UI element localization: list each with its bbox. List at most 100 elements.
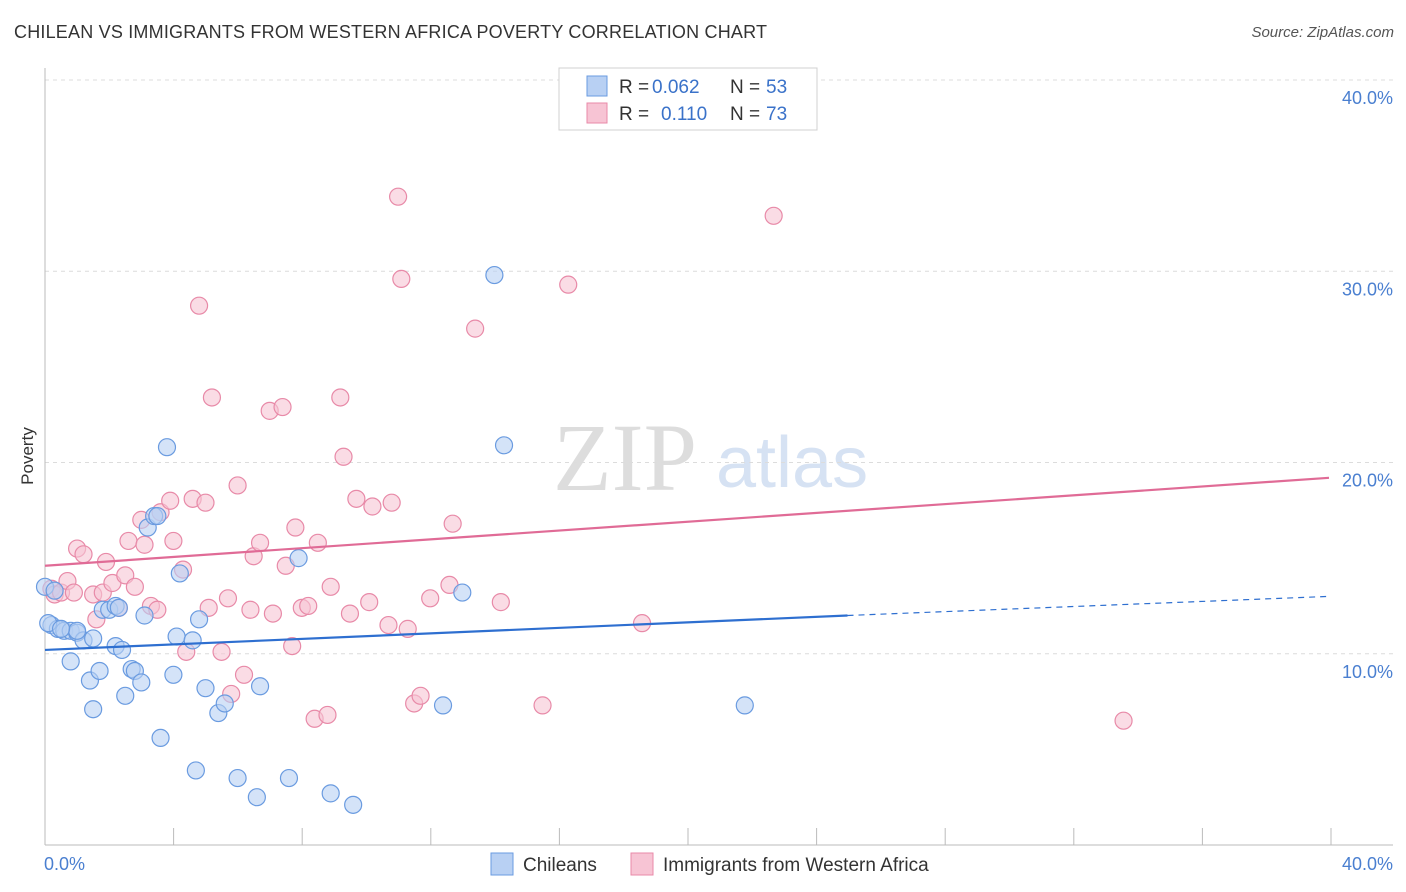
- scatter-point: [559, 275, 578, 294]
- scatter-point: [494, 436, 514, 455]
- scatter-point: [161, 491, 180, 510]
- trend-line-extrapolated: [847, 595, 1330, 617]
- scatter-point: [183, 631, 202, 650]
- scatter-point: [164, 665, 183, 684]
- scatter-point: [109, 598, 128, 617]
- grid-lines: [45, 79, 1393, 655]
- trend-line: [44, 476, 1330, 567]
- scatter-point: [119, 531, 138, 551]
- scatter-point: [51, 619, 71, 638]
- scatter-point: [321, 784, 340, 803]
- scatter-points: [35, 187, 1133, 814]
- legend-r-value-2: 0.110: [661, 104, 707, 125]
- scatter-point: [344, 795, 363, 814]
- scatter-point: [90, 661, 109, 681]
- scatter-point: [347, 489, 366, 508]
- scatter-point: [247, 788, 266, 807]
- trend-line: [44, 614, 848, 652]
- scatter-point: [443, 514, 462, 533]
- scatter-point: [202, 388, 222, 407]
- scatter-point: [279, 768, 299, 788]
- correlation-legend: R = 0.062 N = 53 R = 0.110 N = 73: [558, 67, 818, 131]
- scatter-point: [283, 636, 302, 656]
- scatter-point: [263, 604, 283, 623]
- scatter-point: [273, 397, 292, 417]
- scatter-point: [212, 642, 231, 661]
- scatter-point: [453, 583, 472, 602]
- scatter-point: [189, 296, 209, 315]
- scatter-point: [186, 761, 205, 780]
- legend-n-value-2: 73: [766, 104, 787, 125]
- legend-r-value-1: 0.062: [652, 77, 700, 98]
- legend-r-label-1: R =: [619, 77, 649, 98]
- legend-n-label-2: N =: [730, 104, 760, 125]
- scatter-point: [135, 606, 154, 625]
- series-legend: Chileans Immigrants from Western Africa: [490, 852, 929, 876]
- y-tick-label: 30.0%: [1342, 279, 1393, 299]
- scatter-point: [167, 627, 186, 646]
- scatter-point: [340, 604, 360, 623]
- legend-swatch-chileans: [586, 75, 608, 97]
- x-tick-label-max: 40.0%: [1342, 854, 1393, 874]
- scatter-point: [157, 438, 177, 457]
- scatter-point: [321, 577, 340, 596]
- scatter-point: [241, 600, 260, 619]
- scatter-point: [764, 206, 783, 225]
- scatter-point: [196, 493, 215, 512]
- scatter-point: [392, 269, 411, 288]
- scatter-point: [299, 596, 318, 616]
- scatter-point: [170, 564, 189, 583]
- scatter-point: [360, 593, 379, 612]
- scatter-point: [286, 518, 305, 537]
- scatter-point: [289, 549, 308, 568]
- scatter-point: [84, 700, 103, 719]
- scatter-point: [116, 686, 135, 705]
- legend-swatch-chileans-bottom: [490, 852, 514, 876]
- scatter-point: [533, 696, 552, 715]
- scatter-point: [433, 696, 453, 715]
- scatter-point: [735, 696, 754, 715]
- scatter-point: [189, 610, 209, 629]
- scatter-point: [234, 665, 254, 684]
- scatter-point: [228, 768, 247, 788]
- y-axis-label: Poverty: [18, 427, 37, 485]
- watermark-zip: ZIP: [553, 404, 697, 511]
- scatter-point: [318, 705, 337, 725]
- scatter-point: [308, 533, 327, 552]
- source-label: Source: ZipAtlas.com: [1251, 24, 1394, 41]
- scatter-point: [132, 673, 151, 692]
- y-tick-label: 10.0%: [1342, 662, 1393, 682]
- scatter-point: [389, 187, 408, 206]
- scatter-point: [250, 677, 270, 696]
- scatter-point: [164, 531, 183, 551]
- legend-label-immigrants: Immigrants from Western Africa: [663, 855, 929, 876]
- axes: [44, 68, 1393, 846]
- legend-r-label-2: R =: [619, 104, 649, 125]
- y-tick-labels: 10.0% 20.0% 30.0% 40.0%: [1342, 88, 1393, 682]
- y-tick-label: 40.0%: [1342, 88, 1393, 108]
- scatter-point: [135, 535, 154, 554]
- scatter-point: [363, 497, 382, 516]
- scatter-point: [411, 686, 430, 705]
- scatter-point: [382, 493, 401, 512]
- scatter-point: [67, 621, 87, 640]
- legend-n-label-1: N =: [730, 77, 760, 98]
- scatter-point: [64, 583, 83, 602]
- scatter-point: [148, 506, 167, 526]
- scatter-point: [466, 319, 485, 338]
- legend-swatch-immigrants: [586, 102, 608, 124]
- legend-swatch-immigrants-bottom: [630, 852, 654, 876]
- scatter-point: [125, 577, 144, 596]
- legend-label-chileans: Chileans: [523, 855, 597, 876]
- scatter-point: [379, 615, 398, 635]
- scatter-point: [491, 593, 510, 612]
- scatter-point: [151, 728, 170, 748]
- trend-lines: [44, 476, 1330, 652]
- scatter-point: [228, 476, 247, 495]
- scatter-point: [218, 589, 238, 608]
- scatter-point: [196, 679, 215, 698]
- scatter-point: [74, 545, 93, 564]
- y-tick-label: 20.0%: [1342, 471, 1393, 491]
- scatter-point: [421, 589, 440, 608]
